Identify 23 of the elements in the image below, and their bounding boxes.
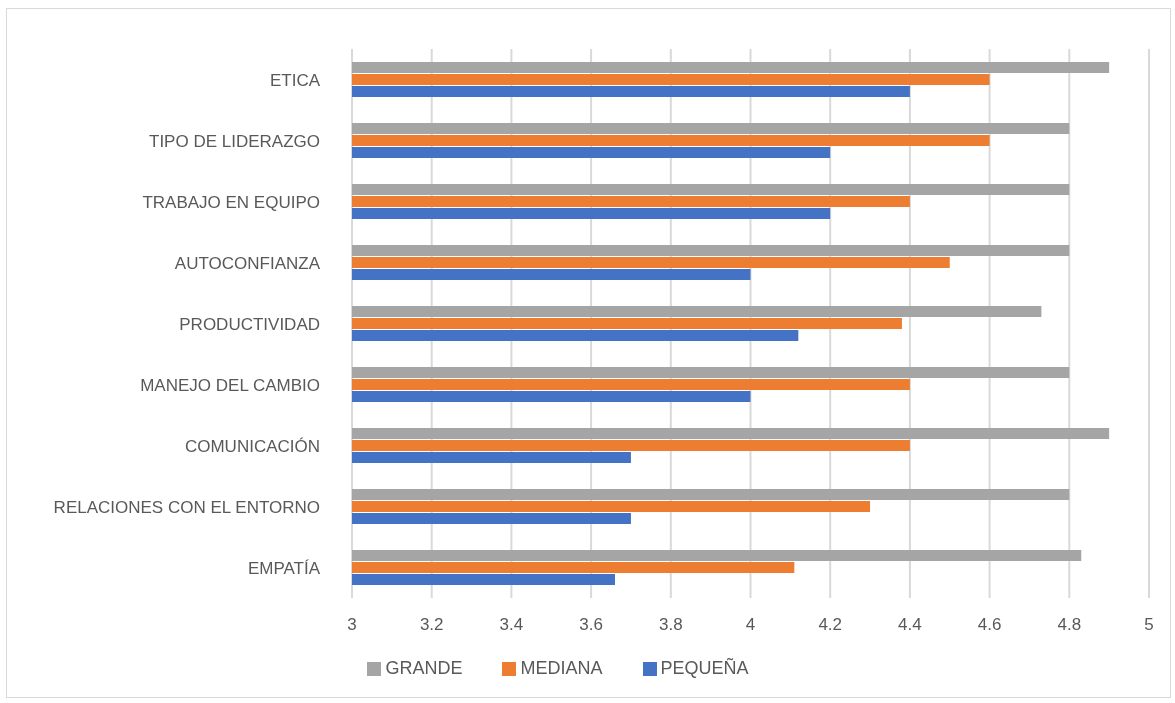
- y-tick-label: RELACIONES CON EL ENTORNO: [53, 497, 320, 517]
- x-tick-label: 3.2: [419, 615, 444, 635]
- legend-label: MEDIANA: [520, 658, 603, 678]
- y-tick-label: AUTOCONFIANZA: [174, 253, 321, 273]
- y-tick-label: ETICA: [269, 70, 321, 90]
- x-tick-label: 3.4: [499, 615, 524, 635]
- x-tick-label: 4.8: [1057, 615, 1082, 635]
- x-tick-label: 5: [1144, 615, 1154, 635]
- x-tick-label: 3.8: [658, 615, 683, 635]
- y-tick-label: EMPATÍA: [247, 558, 321, 578]
- y-tick-label: PRODUCTIVIDAD: [179, 314, 320, 334]
- legend-label: PEQUEÑA: [660, 658, 749, 678]
- x-tick-label: 4: [745, 615, 756, 635]
- x-tick-label: 4.2: [818, 615, 843, 635]
- x-tick-label: 3: [347, 615, 357, 635]
- x-tick-label: 4.4: [898, 615, 922, 635]
- y-tick-label: TIPO DE LIDERAZGO: [149, 131, 320, 151]
- y-tick-label: MANEJO DEL CAMBIO: [140, 375, 320, 395]
- legend-label: GRANDE: [385, 658, 463, 678]
- y-tick-label: COMUNICACIÓN: [184, 436, 320, 456]
- x-tick-label: 4.6: [977, 615, 1002, 635]
- x-tick-label: 3.6: [579, 615, 603, 635]
- y-tick-label: TRABAJO EN EQUIPO: [142, 192, 320, 212]
